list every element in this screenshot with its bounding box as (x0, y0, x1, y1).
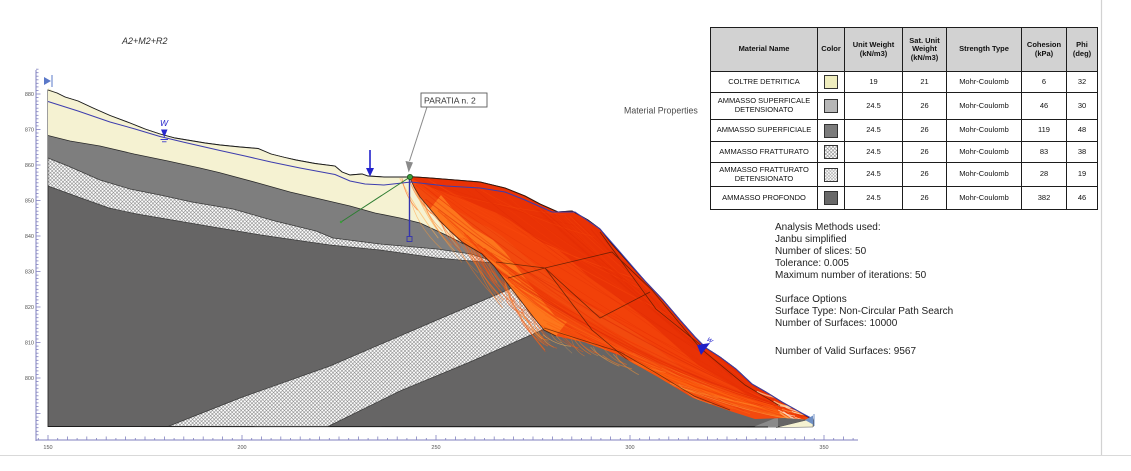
svg-text:Material Properties: Material Properties (624, 106, 698, 116)
svg-text:250: 250 (431, 445, 440, 451)
svg-text:350: 350 (819, 445, 828, 451)
svg-text:200: 200 (237, 445, 246, 451)
svg-text:820: 820 (25, 305, 34, 311)
svg-text:860: 860 (25, 163, 34, 169)
svg-text:w: w (705, 335, 715, 346)
svg-text:870: 870 (25, 128, 34, 134)
svg-text:810: 810 (25, 341, 34, 347)
svg-text:W: W (160, 118, 169, 128)
svg-text:840: 840 (25, 234, 34, 240)
svg-text:800: 800 (25, 376, 34, 382)
svg-text:830: 830 (25, 270, 34, 276)
svg-text:300: 300 (625, 445, 634, 451)
svg-text:850: 850 (25, 199, 34, 205)
svg-text:PARATIA n. 2: PARATIA n. 2 (424, 96, 476, 106)
svg-text:A2+M2+R2: A2+M2+R2 (121, 36, 168, 46)
svg-text:880: 880 (25, 92, 34, 98)
svg-text:150: 150 (43, 445, 52, 451)
